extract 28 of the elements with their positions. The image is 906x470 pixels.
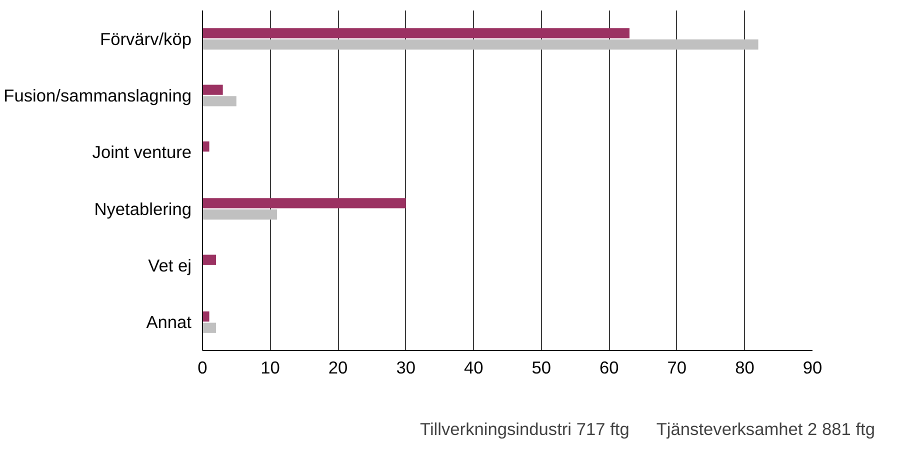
x-tick-label: 50 xyxy=(532,358,552,378)
bar xyxy=(202,209,278,220)
y-tick-label: Förvärv/köp xyxy=(100,28,192,49)
text: Tjänsteverksamhet 2 881 ftg xyxy=(656,419,875,440)
bar xyxy=(202,322,216,333)
x-tick-label: 20 xyxy=(328,358,348,378)
x-tick-label: 70 xyxy=(667,358,687,378)
bar xyxy=(202,96,236,106)
x-tick-label: 60 xyxy=(600,358,619,378)
x-tick-label: 30 xyxy=(396,358,416,378)
y-tick-label: Annat xyxy=(146,312,192,332)
x-tick-label: 40 xyxy=(464,358,484,378)
text: Tillverkningsindustri 717 ftg xyxy=(420,419,630,440)
bar xyxy=(202,254,216,265)
y-tick-label: Fusion/sammanslagning xyxy=(4,86,192,106)
bar xyxy=(202,28,630,38)
x-tick-label: 0 xyxy=(198,358,208,378)
bar xyxy=(202,311,210,322)
bar xyxy=(202,198,406,208)
x-tick-label: 10 xyxy=(260,358,280,378)
bar xyxy=(202,39,758,50)
bar xyxy=(202,141,210,152)
bar xyxy=(202,84,223,95)
x-tick-label: 90 xyxy=(802,358,822,378)
y-tick-label: Joint venture xyxy=(92,142,192,162)
x-tick-label: 80 xyxy=(735,358,754,378)
y-tick-label: Nyetablering xyxy=(94,198,192,219)
y-tick-label: Vet ej xyxy=(148,256,192,276)
